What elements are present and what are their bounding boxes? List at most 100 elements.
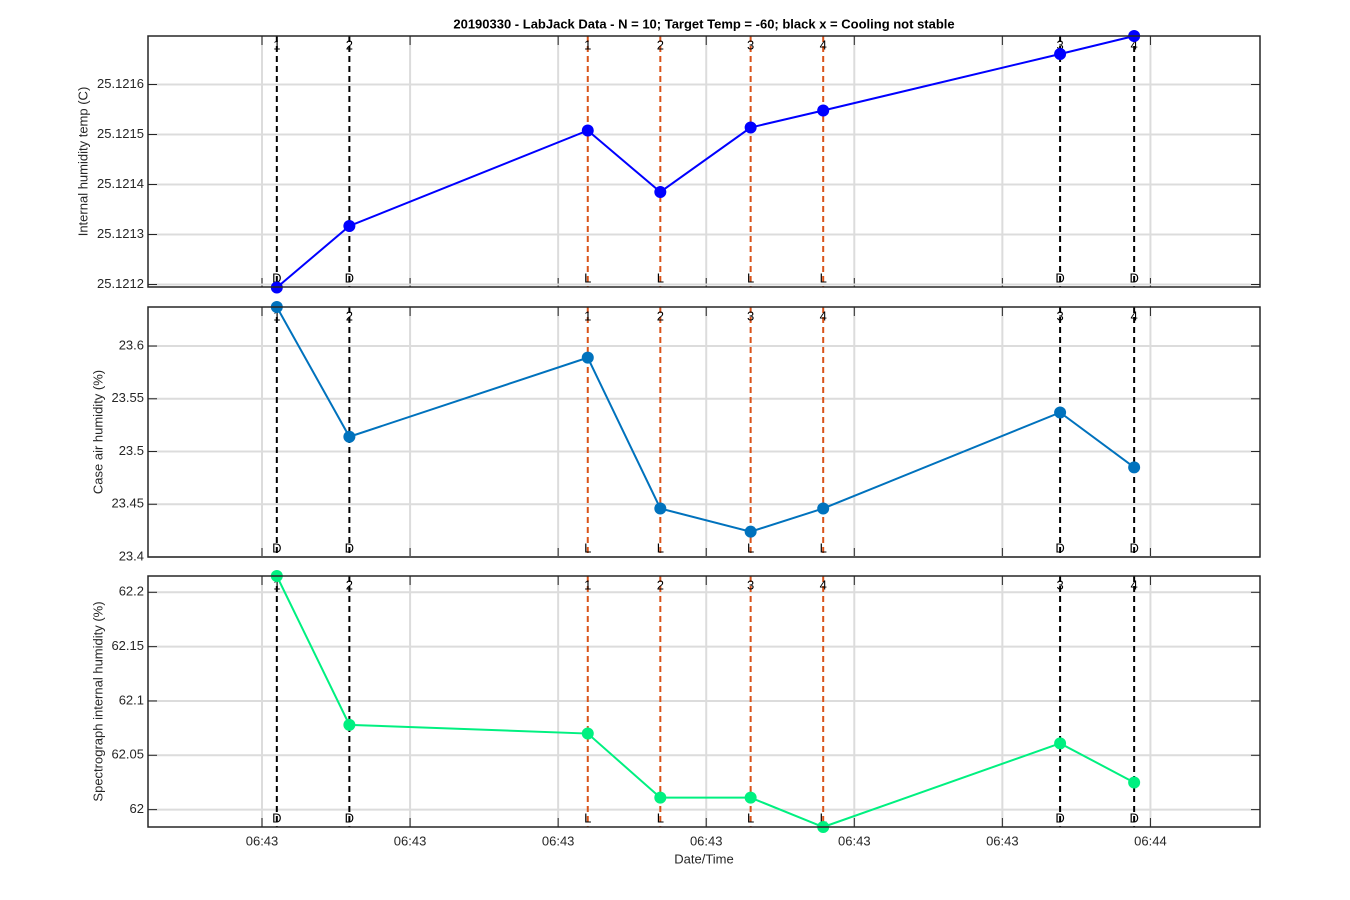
y-tick-label: 62.15 xyxy=(111,638,144,653)
x-tick-label: 06:43 xyxy=(986,833,1019,848)
data-point xyxy=(1128,461,1141,474)
y-tick-label: 62.2 xyxy=(119,584,144,599)
event-top-label: 1 xyxy=(584,37,591,52)
data-point xyxy=(654,186,667,198)
event-bottom-label: L xyxy=(820,540,827,555)
event-top-label: 2 xyxy=(657,577,664,592)
y-tick-label: 62 xyxy=(130,801,144,816)
x-tick-label: 06:43 xyxy=(394,833,427,848)
y-axis-label: Spectrograph internal humidity (%) xyxy=(90,601,105,801)
event-bottom-label: D xyxy=(272,540,281,555)
event-top-label: 4 xyxy=(820,308,827,323)
event-bottom-label: L xyxy=(584,540,591,555)
x-tick-label: 06:43 xyxy=(838,833,871,848)
y-axis-label: Internal humidity temp (C) xyxy=(75,87,90,237)
event-top-label: 2 xyxy=(657,37,664,52)
event-bottom-label: D xyxy=(1055,810,1064,825)
event-top-label: 2 xyxy=(657,308,664,323)
data-point xyxy=(654,502,667,515)
event-bottom-label: D xyxy=(1129,810,1138,825)
data-point xyxy=(654,791,667,804)
event-top-label: 1 xyxy=(273,37,280,52)
data-point xyxy=(1128,776,1141,789)
y-tick-label: 23.55 xyxy=(111,390,144,405)
event-top-label: 1 xyxy=(273,308,280,323)
y-tick-label: 23.6 xyxy=(119,337,144,352)
event-bottom-label: L xyxy=(584,270,591,285)
y-tick-label: 25.1215 xyxy=(97,126,144,141)
event-bottom-label: L xyxy=(747,270,754,285)
event-top-label: 3 xyxy=(747,308,754,323)
event-bottom-label: L xyxy=(657,270,664,285)
y-tick-label: 25.1213 xyxy=(97,226,144,241)
data-point xyxy=(343,430,356,443)
data-point xyxy=(744,525,757,538)
event-bottom-label: D xyxy=(345,270,354,285)
axes-box xyxy=(147,575,1261,828)
data-point xyxy=(1054,406,1067,419)
y-tick-label: 62.05 xyxy=(111,747,144,762)
y-axis-label: Case air humidity (%) xyxy=(90,370,105,494)
y-tick-label: 25.1214 xyxy=(97,176,144,191)
event-top-label: 3 xyxy=(747,37,754,52)
event-top-label: 3 xyxy=(1056,37,1063,52)
data-point xyxy=(817,104,830,117)
event-top-label: 3 xyxy=(1056,308,1063,323)
y-tick-label: 25.1212 xyxy=(97,276,144,291)
event-bottom-label: D xyxy=(345,540,354,555)
event-top-label: 3 xyxy=(1056,577,1063,592)
event-top-label: 3 xyxy=(747,577,754,592)
x-tick-label: 06:43 xyxy=(246,833,279,848)
event-top-label: 4 xyxy=(820,577,827,592)
event-top-label: 2 xyxy=(346,308,353,323)
axes-box xyxy=(147,306,1261,558)
y-tick-label: 23.5 xyxy=(119,443,144,458)
axes-box xyxy=(147,35,1261,288)
event-bottom-label: D xyxy=(1129,540,1138,555)
y-tick-label: 62.1 xyxy=(119,692,144,707)
event-top-label: 2 xyxy=(346,37,353,52)
event-bottom-label: L xyxy=(657,540,664,555)
event-top-label: 1 xyxy=(584,308,591,323)
data-point xyxy=(581,124,594,137)
data-line xyxy=(275,575,1135,829)
event-bottom-label: L xyxy=(657,810,664,825)
event-bottom-label: L xyxy=(747,540,754,555)
data-point xyxy=(744,791,757,804)
event-bottom-label: D xyxy=(345,810,354,825)
event-top-label: 4 xyxy=(1131,577,1138,592)
event-bottom-label: D xyxy=(1055,270,1064,285)
data-point xyxy=(581,351,594,364)
data-point xyxy=(1054,737,1067,750)
x-tick-label: 06:43 xyxy=(542,833,575,848)
event-top-label: 1 xyxy=(584,577,591,592)
y-tick-label: 25.1216 xyxy=(97,76,144,91)
event-bottom-label: D xyxy=(1055,540,1064,555)
event-top-label: 2 xyxy=(346,577,353,592)
data-point xyxy=(1054,48,1067,60)
event-top-label: 4 xyxy=(1131,37,1138,52)
event-bottom-label: L xyxy=(747,810,754,825)
event-top-label: 4 xyxy=(1131,308,1138,323)
event-bottom-label: D xyxy=(1129,270,1138,285)
data-line xyxy=(275,306,1135,533)
event-bottom-label: L xyxy=(820,270,827,285)
x-axis-label: Date/Time xyxy=(674,851,733,866)
plot-area xyxy=(148,307,1260,557)
figure-title: 20190330 - LabJack Data - N = 10; Target… xyxy=(453,16,954,31)
event-bottom-label: D xyxy=(272,270,281,285)
data-point xyxy=(581,727,594,740)
event-top-label: 1 xyxy=(273,577,280,592)
event-top-label: 4 xyxy=(820,37,827,52)
data-point xyxy=(744,121,757,134)
data-line xyxy=(276,35,1135,289)
event-bottom-label: D xyxy=(272,810,281,825)
x-tick-label: 06:44 xyxy=(1134,833,1167,848)
event-bottom-label: L xyxy=(820,810,827,825)
data-point xyxy=(817,502,830,515)
event-bottom-label: L xyxy=(584,810,591,825)
data-point xyxy=(343,718,356,731)
data-point xyxy=(343,220,356,232)
y-tick-label: 23.4 xyxy=(119,548,144,563)
